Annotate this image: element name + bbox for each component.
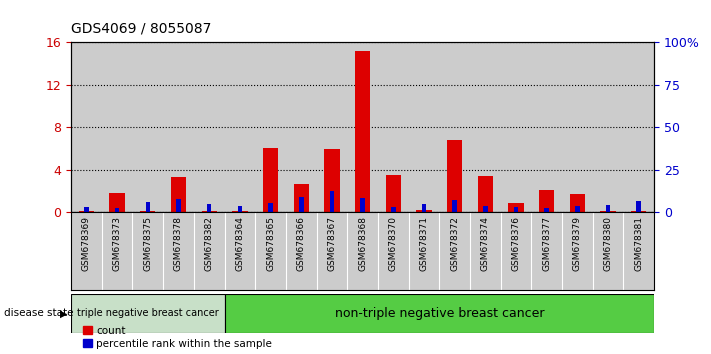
Text: GSM678365: GSM678365 <box>266 216 275 271</box>
Bar <box>483 206 488 212</box>
Bar <box>452 200 457 212</box>
Text: GSM678380: GSM678380 <box>604 216 613 271</box>
Bar <box>562 42 593 212</box>
Bar <box>225 294 654 333</box>
Bar <box>378 42 409 212</box>
Bar <box>263 148 278 212</box>
Text: GSM678379: GSM678379 <box>573 216 582 271</box>
Bar <box>470 42 501 212</box>
Bar <box>207 204 211 212</box>
Text: triple negative breast cancer: triple negative breast cancer <box>77 308 219 318</box>
Text: GSM678369: GSM678369 <box>82 216 91 271</box>
Bar <box>514 207 518 212</box>
Bar <box>84 207 89 212</box>
Text: ▶: ▶ <box>60 308 68 318</box>
Legend: count, percentile rank within the sample: count, percentile rank within the sample <box>83 326 272 349</box>
Text: GSM678372: GSM678372 <box>450 216 459 271</box>
Bar <box>225 42 255 212</box>
Bar <box>232 211 247 212</box>
Bar <box>570 194 585 212</box>
Bar <box>268 203 273 212</box>
Bar <box>575 206 579 212</box>
Bar <box>324 149 340 212</box>
Text: GSM678371: GSM678371 <box>419 216 429 271</box>
Bar <box>140 211 156 212</box>
Bar <box>255 42 286 212</box>
Bar <box>439 42 470 212</box>
Bar <box>71 42 102 212</box>
Bar <box>115 208 119 212</box>
Text: GSM678376: GSM678376 <box>511 216 520 271</box>
Bar <box>539 190 555 212</box>
Bar <box>201 211 217 212</box>
Bar <box>146 202 150 212</box>
Bar <box>631 211 646 212</box>
Bar <box>624 42 654 212</box>
Text: GSM678370: GSM678370 <box>389 216 397 271</box>
Text: GSM678366: GSM678366 <box>296 216 306 271</box>
Text: GSM678364: GSM678364 <box>235 216 245 271</box>
Bar <box>606 205 610 212</box>
Text: GSM678368: GSM678368 <box>358 216 367 271</box>
Bar <box>79 211 94 212</box>
Bar <box>593 42 624 212</box>
Text: GSM678381: GSM678381 <box>634 216 643 271</box>
Text: GSM678373: GSM678373 <box>112 216 122 271</box>
Bar <box>355 51 370 212</box>
Text: non-triple negative breast cancer: non-triple negative breast cancer <box>335 307 544 320</box>
Text: GSM678375: GSM678375 <box>144 216 152 271</box>
Bar <box>194 42 225 212</box>
Bar <box>478 176 493 212</box>
Bar <box>385 175 401 212</box>
Bar <box>330 191 334 212</box>
Bar <box>409 42 439 212</box>
Bar <box>171 177 186 212</box>
Bar <box>316 42 347 212</box>
Text: GDS4069 / 8055087: GDS4069 / 8055087 <box>71 21 211 35</box>
Text: GSM678374: GSM678374 <box>481 216 490 271</box>
Text: GSM678367: GSM678367 <box>328 216 336 271</box>
Bar <box>163 42 194 212</box>
Bar <box>531 42 562 212</box>
Bar <box>109 193 125 212</box>
Bar <box>417 210 432 212</box>
Bar <box>176 199 181 212</box>
Bar <box>545 208 549 212</box>
Bar <box>286 42 316 212</box>
Bar <box>102 42 132 212</box>
Bar <box>237 206 242 212</box>
Bar <box>447 140 462 212</box>
Bar <box>71 294 225 333</box>
Bar <box>347 42 378 212</box>
Text: GSM678377: GSM678377 <box>542 216 551 271</box>
Bar <box>636 201 641 212</box>
Bar <box>299 197 304 212</box>
Bar <box>294 184 309 212</box>
Bar <box>508 203 524 212</box>
Text: disease state: disease state <box>4 308 73 318</box>
Bar <box>132 42 163 212</box>
Bar <box>422 204 427 212</box>
Bar <box>360 198 365 212</box>
Text: GSM678382: GSM678382 <box>205 216 214 271</box>
Bar <box>391 207 395 212</box>
Bar <box>501 42 531 212</box>
Text: GSM678378: GSM678378 <box>174 216 183 271</box>
Bar <box>600 211 616 212</box>
